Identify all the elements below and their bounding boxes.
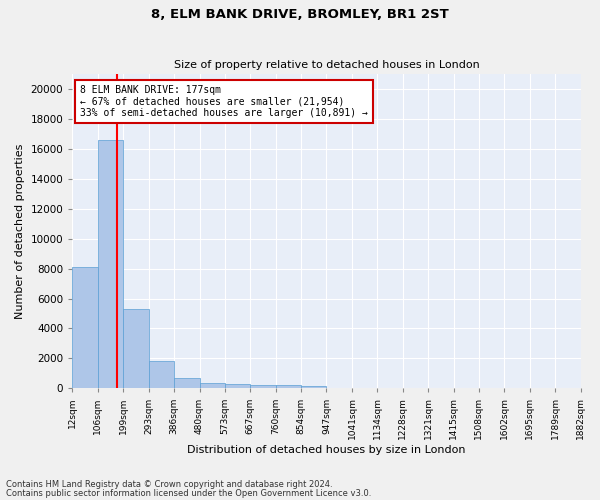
Y-axis label: Number of detached properties: Number of detached properties bbox=[15, 144, 25, 319]
Bar bbox=[301, 386, 326, 388]
Text: Contains HM Land Registry data © Crown copyright and database right 2024.: Contains HM Land Registry data © Crown c… bbox=[6, 480, 332, 489]
Bar bbox=[225, 384, 250, 388]
X-axis label: Distribution of detached houses by size in London: Distribution of detached houses by size … bbox=[187, 445, 466, 455]
Bar bbox=[200, 383, 225, 388]
Bar bbox=[174, 378, 200, 388]
Title: Size of property relative to detached houses in London: Size of property relative to detached ho… bbox=[173, 60, 479, 70]
Bar bbox=[73, 267, 98, 388]
Bar bbox=[250, 385, 275, 388]
Bar bbox=[149, 360, 174, 388]
Bar bbox=[275, 386, 301, 388]
Text: Contains public sector information licensed under the Open Government Licence v3: Contains public sector information licen… bbox=[6, 489, 371, 498]
Bar bbox=[98, 140, 123, 388]
Bar bbox=[123, 309, 149, 388]
Text: 8 ELM BANK DRIVE: 177sqm
← 67% of detached houses are smaller (21,954)
33% of se: 8 ELM BANK DRIVE: 177sqm ← 67% of detach… bbox=[80, 85, 368, 118]
Text: 8, ELM BANK DRIVE, BROMLEY, BR1 2ST: 8, ELM BANK DRIVE, BROMLEY, BR1 2ST bbox=[151, 8, 449, 20]
